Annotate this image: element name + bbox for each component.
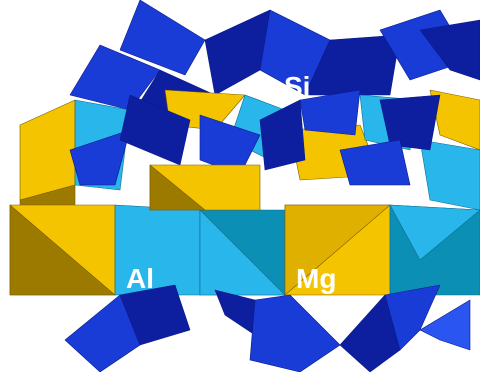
octahedron-shade [389, 204, 480, 261]
bottom-tetrahedra-layer [64, 284, 471, 372]
tetrahedron [119, 284, 191, 346]
tetrahedron [69, 129, 131, 186]
middle-tetrahedra-layer [69, 89, 441, 186]
al-label: Al [126, 263, 154, 294]
tetrahedron [339, 139, 411, 186]
tetrahedron [304, 34, 401, 96]
tetrahedron [214, 289, 256, 336]
tetrahedron [419, 299, 471, 351]
al-octahedron-shade [9, 204, 116, 296]
lower-octahedra-layer [9, 164, 480, 296]
tetrahedron [419, 19, 480, 81]
tetrahedron [249, 294, 341, 372]
al-octahedron [19, 99, 76, 201]
octahedron-shade [199, 209, 286, 296]
tetrahedron [204, 9, 271, 96]
si-label: Si [284, 71, 310, 102]
mg-octahedron-shade [284, 204, 391, 296]
al-octahedron-shade [149, 164, 206, 211]
top-tetrahedra-layer [69, 0, 480, 131]
tetrahedron [259, 99, 306, 171]
octahedron [419, 139, 480, 211]
tetrahedron [119, 0, 206, 76]
mg-octahedron [429, 89, 480, 151]
tetrahedron [379, 94, 441, 151]
tetrahedron [299, 89, 361, 136]
mg-label: Mg [296, 263, 336, 294]
